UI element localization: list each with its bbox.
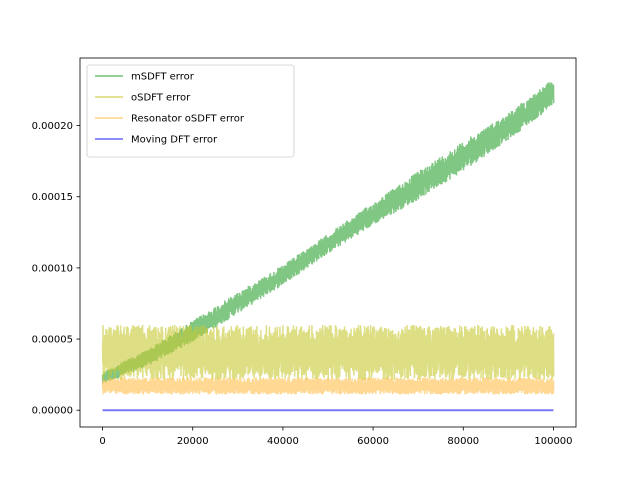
series-resonator-osdft-error (101, 377, 555, 395)
series-osdft-error (101, 324, 555, 381)
legend-label-msdft-error: mSDFT error (131, 72, 195, 83)
legend-label-osdft-error: oSDFT error (131, 93, 191, 104)
x-tick-label: 100000 (534, 436, 572, 447)
series-layer (101, 82, 555, 412)
y-tick-label: 0.00010 (32, 263, 73, 274)
x-tick-label: 20000 (177, 436, 209, 447)
y-tick-label: 0.00015 (32, 192, 73, 203)
axes-frame (79, 57, 577, 428)
x-tick-label: 60000 (357, 436, 389, 447)
y-tick-label: 0.00000 (32, 406, 73, 417)
y-tick-label: 0.00005 (32, 335, 73, 346)
x-tick-label: 0 (99, 436, 105, 447)
legend-box (86, 64, 295, 158)
legend-label-moving-dft-error: Moving DFT error (131, 135, 218, 146)
y-tick-label: 0.00020 (32, 121, 73, 132)
x-tick-label: 40000 (267, 436, 299, 447)
x-tick-label: 80000 (447, 436, 479, 447)
axes-layer: 0 20000 40000 60000 80000 100000 0.00000 0.0000… (32, 57, 577, 447)
legend: mSDFT error oSDFT error Resonator oSDFT er… (86, 64, 295, 158)
legend-label-resonator-osdft-error: Resonator oSDFT error (131, 114, 245, 125)
